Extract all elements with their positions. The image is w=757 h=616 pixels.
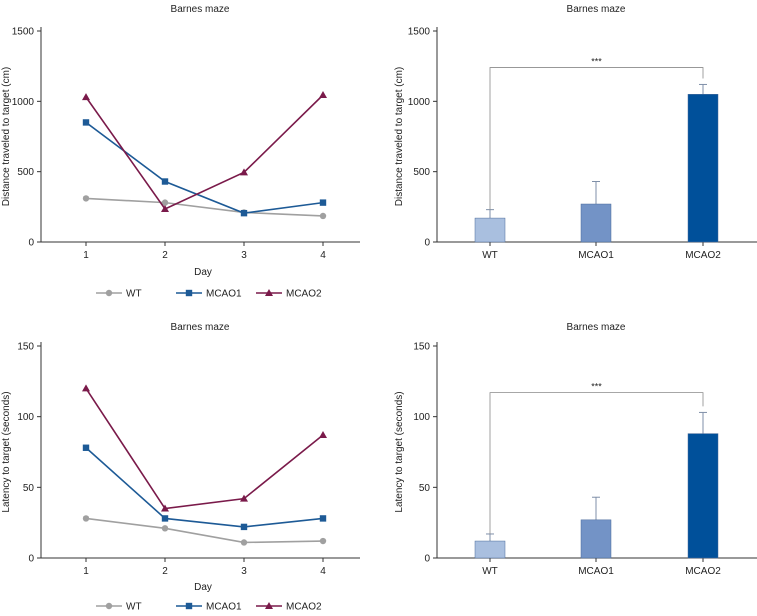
latency-bar-title: Barnes maze: [567, 322, 626, 333]
latency-line-legend-marker-mcao1: [185, 602, 193, 610]
distance-bar-significance-line: [489, 67, 704, 210]
distance-bar-title: Barnes maze: [567, 4, 626, 15]
latency-bar-y-tick-label: 100: [413, 412, 430, 423]
distance-bar-bar-mcao2: [687, 94, 719, 243]
distance-line-series-mcao1-point: [82, 119, 90, 126]
distance-line-legend-marker-mcao1: [185, 289, 193, 297]
distance-bar-y-tick-label: 1000: [408, 97, 431, 108]
distance-line-series-mcao2-point: [161, 204, 169, 212]
distance-line-legend-label-mcao2: MCAO2: [286, 289, 322, 300]
distance-line-y-tick-label: 1000: [12, 97, 35, 108]
latency-bar-significance-line: [489, 392, 704, 534]
distance-line-chart: Barnes maze 0 500 1000 1500 Distance traveled…: [1, 4, 360, 300]
latency-line-series-wt-point: [240, 539, 248, 546]
latency-bar-bar-mcao1: [580, 519, 612, 559]
latency-line-y-tick-label: 50: [23, 483, 35, 494]
latency-line-y-tick-label: 150: [17, 342, 34, 353]
latency-bar-y-tick-label: 50: [419, 483, 431, 494]
latency-line-y-label: Latency to target (seconds): [1, 391, 12, 512]
distance-line-series-wt-point: [161, 199, 169, 206]
latency-line-series-wt-point: [319, 537, 327, 545]
latency-bar-y-label: Latency to target (seconds): [394, 391, 405, 512]
latency-bar-bar-wt: [474, 540, 506, 559]
distance-line-x-tick-label: 3: [241, 250, 247, 261]
latency-line-series-mcao1-line: [85, 447, 324, 528]
distance-line-series-mcao1-point: [240, 209, 248, 217]
latency-bar-chart: Barnes maze 0 50 100 150 Latency to target (s…: [394, 322, 757, 577]
latency-line-series-mcao1-point: [82, 444, 90, 451]
latency-line-series-wt-point: [82, 515, 90, 522]
distance-bar-significance-label: ***: [591, 57, 602, 67]
distance-line-x-label: Day: [194, 267, 212, 278]
distance-line-x-tick-label: 4: [320, 250, 326, 261]
latency-line-legend-label-mcao1: MCAO1: [206, 602, 242, 613]
distance-bar-bar-mcao1: [580, 203, 612, 243]
latency-bar-y-tick-label: 150: [413, 342, 430, 353]
distance-line-series-mcao2-point: [319, 91, 327, 99]
latency-line-series-mcao1-point: [161, 515, 169, 522]
latency-bar-y-tick-label: 0: [424, 554, 430, 565]
latency-line-series-mcao2-point: [319, 431, 327, 439]
distance-line-series-mcao2-point: [82, 93, 90, 101]
latency-line-series-mcao2-point: [82, 384, 90, 392]
latency-line-y-tick-label: 100: [17, 412, 34, 423]
distance-line-y-tick-label: 0: [28, 238, 34, 249]
latency-bar-bar-mcao2: [687, 433, 719, 559]
distance-line-series-wt-point: [82, 195, 90, 202]
distance-line-series-wt-line: [85, 197, 324, 217]
distance-line-series-mcao2-line: [85, 94, 324, 210]
distance-line-legend-label-wt: WT: [126, 289, 142, 300]
latency-line-legend-marker-wt: [105, 602, 113, 610]
distance-line-x-tick-label: 2: [162, 250, 168, 261]
distance-line-y-tick-label: 500: [17, 167, 34, 178]
distance-line-series-mcao1-point: [161, 178, 169, 185]
latency-line-x-label: Day: [194, 582, 212, 593]
latency-line-x-tick-label: 2: [162, 566, 168, 577]
distance-line-legend-marker-wt: [105, 289, 113, 297]
latency-line-series-wt-point: [161, 525, 169, 532]
distance-bar-y-tick-label: 1500: [408, 27, 431, 38]
distance-bar-x-tick-label: MCAO1: [578, 250, 614, 261]
distance-line-title: Barnes maze: [171, 4, 230, 15]
distance-line-series-mcao2-point: [240, 168, 248, 176]
latency-line-legend-label-mcao2: MCAO2: [286, 602, 322, 613]
latency-line-x-tick-label: 1: [83, 566, 89, 577]
distance-line-series-wt-point: [319, 212, 327, 220]
latency-bar-x-tick-label: WT: [482, 566, 498, 577]
latency-bar-significance-label: ***: [591, 382, 602, 392]
distance-line-legend: WT MCAO1 MCAO2: [96, 289, 322, 300]
latency-bar-x-tick-label: MCAO1: [578, 566, 614, 577]
distance-bar-significance-bracket: ***: [489, 57, 704, 210]
latency-line-series-wt-line: [85, 517, 324, 544]
latency-line-x-tick-label: 3: [241, 566, 247, 577]
latency-line-series-mcao1-point: [240, 523, 248, 531]
latency-bar-significance-bracket: ***: [489, 382, 704, 534]
distance-line-legend-label-mcao1: MCAO1: [206, 289, 242, 300]
latency-bar-x-tick-label: MCAO2: [685, 566, 721, 577]
latency-line-y-tick-label: 0: [28, 554, 34, 565]
distance-line-x-tick-label: 1: [83, 250, 89, 261]
latency-line-series-mcao2-line: [85, 387, 324, 510]
latency-line-title: Barnes maze: [171, 322, 230, 333]
distance-bar-x-tick-label: WT: [482, 250, 498, 261]
latency-line-series-mcao2-point: [240, 494, 248, 502]
distance-bar-x-tick-label: MCAO2: [685, 250, 721, 261]
latency-line-legend: WT MCAO1 MCAO2: [96, 602, 322, 613]
distance-line-series-mcao1-point: [319, 199, 327, 206]
latency-line-chart: Barnes maze 0 50 100 150 Latency to target (s…: [1, 322, 360, 613]
distance-line-legend-marker-mcao2: [265, 289, 273, 296]
distance-bar-chart: Barnes maze 0 500 1000 1500 Distance traveled…: [394, 4, 757, 261]
latency-line-x-tick-label: 4: [320, 566, 326, 577]
distance-bar-bar-wt: [474, 217, 506, 243]
latency-line-series-mcao1-point: [319, 515, 327, 522]
distance-bar-y-tick-label: 0: [424, 238, 430, 249]
latency-line-legend-marker-mcao2: [265, 602, 273, 609]
latency-line-series-mcao2-point: [161, 504, 169, 512]
distance-bar-y-label: Distance traveled to target (cm): [394, 67, 405, 207]
distance-line-y-label: Distance traveled to target (cm): [1, 67, 12, 207]
distance-bar-y-tick-label: 500: [413, 167, 430, 178]
latency-line-legend-label-wt: WT: [126, 602, 142, 613]
distance-line-y-tick-label: 1500: [12, 27, 35, 38]
